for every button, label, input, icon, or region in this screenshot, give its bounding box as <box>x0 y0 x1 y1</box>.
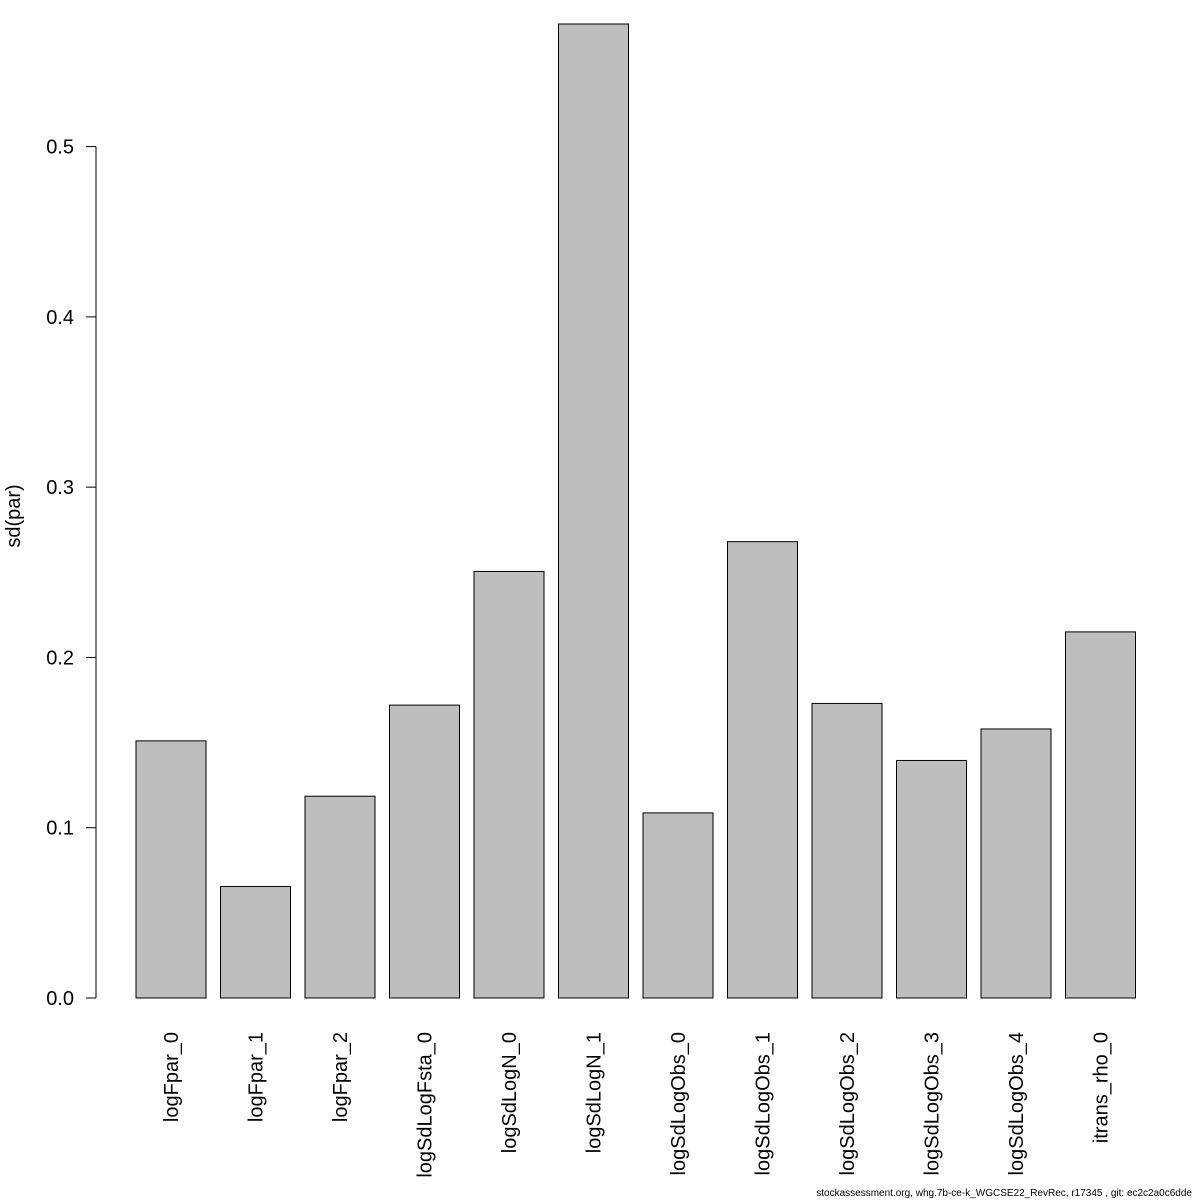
x-tick-label: logFpar_2 <box>330 1032 352 1122</box>
x-tick-label: logFpar_0 <box>161 1032 183 1122</box>
y-axis: 0.0 0.1 0.2 0.3 0.4 0.5 <box>46 137 97 1010</box>
x-tick-label: logFpar_1 <box>246 1032 268 1122</box>
footer-credit: stockassessment.org, whg.7b-ce-k_WGCSE22… <box>816 1188 1192 1199</box>
bar-logSdLogObs_2 <box>811 702 883 999</box>
bar-logSdLogObs_1 <box>727 541 798 999</box>
bar-logSdLogN_0 <box>473 570 545 999</box>
x-tick-label: logSdLogN_0 <box>499 1032 521 1153</box>
y-tick-label: 0.4 <box>46 307 74 329</box>
bars <box>135 23 1136 999</box>
y-tick-label: 0.0 <box>46 988 74 1010</box>
bar-logFpar_0 <box>135 740 207 999</box>
bar-logSdLogObs_4 <box>980 728 1052 999</box>
bar-logSdLogN_1 <box>558 23 629 999</box>
bar-logSdLogFsta_0 <box>389 704 460 999</box>
x-tick-label: logSdLogN_1 <box>584 1032 606 1153</box>
x-tick-label: logSdLogObs_3 <box>922 1032 944 1175</box>
y-tick-label: 0.2 <box>46 647 74 669</box>
bar-logSdLogObs_3 <box>896 759 967 999</box>
x-tick-label: logSdLogFsta_0 <box>415 1032 437 1178</box>
y-tick-label: 0.1 <box>46 818 74 840</box>
y-axis-label: sd(par) <box>3 484 25 547</box>
x-tick-label: itrans_rho_0 <box>1091 1032 1113 1143</box>
bar-logFpar_1 <box>220 885 291 999</box>
bar-itrans_rho_0 <box>1065 631 1136 999</box>
bar-logSdLogObs_0 <box>642 812 714 999</box>
y-tick-label: 0.3 <box>46 477 74 499</box>
x-tick-label: logSdLogObs_4 <box>1006 1032 1028 1175</box>
x-tick-label: logSdLogObs_2 <box>837 1032 859 1175</box>
x-tick-labels: logFpar_0 logFpar_1 logFpar_2 logSdLogFsta_… <box>161 1032 1113 1178</box>
bar-logFpar_2 <box>304 795 376 999</box>
x-tick-label: logSdLogObs_1 <box>753 1032 775 1175</box>
y-tick-label: 0.5 <box>46 137 74 159</box>
x-tick-label: logSdLogObs_0 <box>668 1032 690 1175</box>
